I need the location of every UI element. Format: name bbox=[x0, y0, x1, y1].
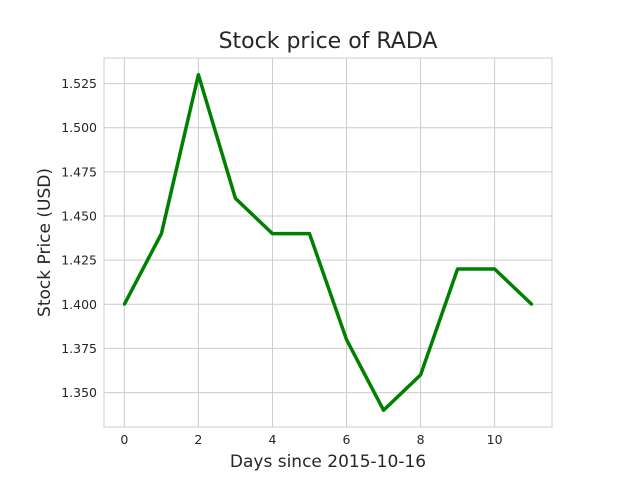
y-tick-label: 1.375 bbox=[61, 341, 97, 356]
chart-title: Stock price of RADA bbox=[219, 29, 438, 54]
x-tick-label: 4 bbox=[268, 432, 276, 447]
y-tick-label: 1.450 bbox=[61, 209, 97, 224]
data-point bbox=[159, 232, 163, 236]
x-axis-label: Days since 2015-10-16 bbox=[230, 452, 426, 472]
grid bbox=[104, 58, 552, 427]
y-axis-label: Stock Price (USD) bbox=[35, 168, 55, 317]
y-tick-label: 1.500 bbox=[61, 120, 97, 135]
data-point bbox=[530, 302, 534, 306]
x-tick-label: 8 bbox=[417, 432, 425, 447]
x-tick-label: 2 bbox=[194, 432, 202, 447]
data-point bbox=[345, 338, 349, 342]
data-point bbox=[122, 302, 126, 306]
data-point bbox=[493, 267, 497, 271]
plot-frame bbox=[103, 57, 553, 428]
data-point bbox=[419, 373, 423, 377]
y-tick-label: 1.525 bbox=[61, 76, 97, 91]
x-tick-label: 6 bbox=[343, 432, 351, 447]
x-tick-label: 0 bbox=[120, 432, 128, 447]
data-point bbox=[233, 196, 237, 200]
y-axis-ticks: 1.350 1.375 1.400 1.425 1.450 1.475 1.500 1.525 bbox=[61, 76, 97, 400]
x-tick-label: 10 bbox=[487, 432, 503, 447]
data-point bbox=[382, 408, 386, 412]
x-axis-ticks: 0 2 4 6 8 10 bbox=[120, 432, 502, 447]
data-point bbox=[270, 232, 274, 236]
y-tick-label: 1.425 bbox=[61, 253, 97, 268]
y-tick-label: 1.350 bbox=[61, 385, 97, 400]
series-layer bbox=[122, 73, 534, 412]
series-line bbox=[122, 73, 533, 412]
data-point bbox=[307, 232, 311, 236]
data-point bbox=[196, 73, 200, 77]
y-tick-label: 1.400 bbox=[61, 297, 97, 312]
data-point bbox=[456, 267, 460, 271]
y-tick-label: 1.475 bbox=[61, 164, 97, 179]
